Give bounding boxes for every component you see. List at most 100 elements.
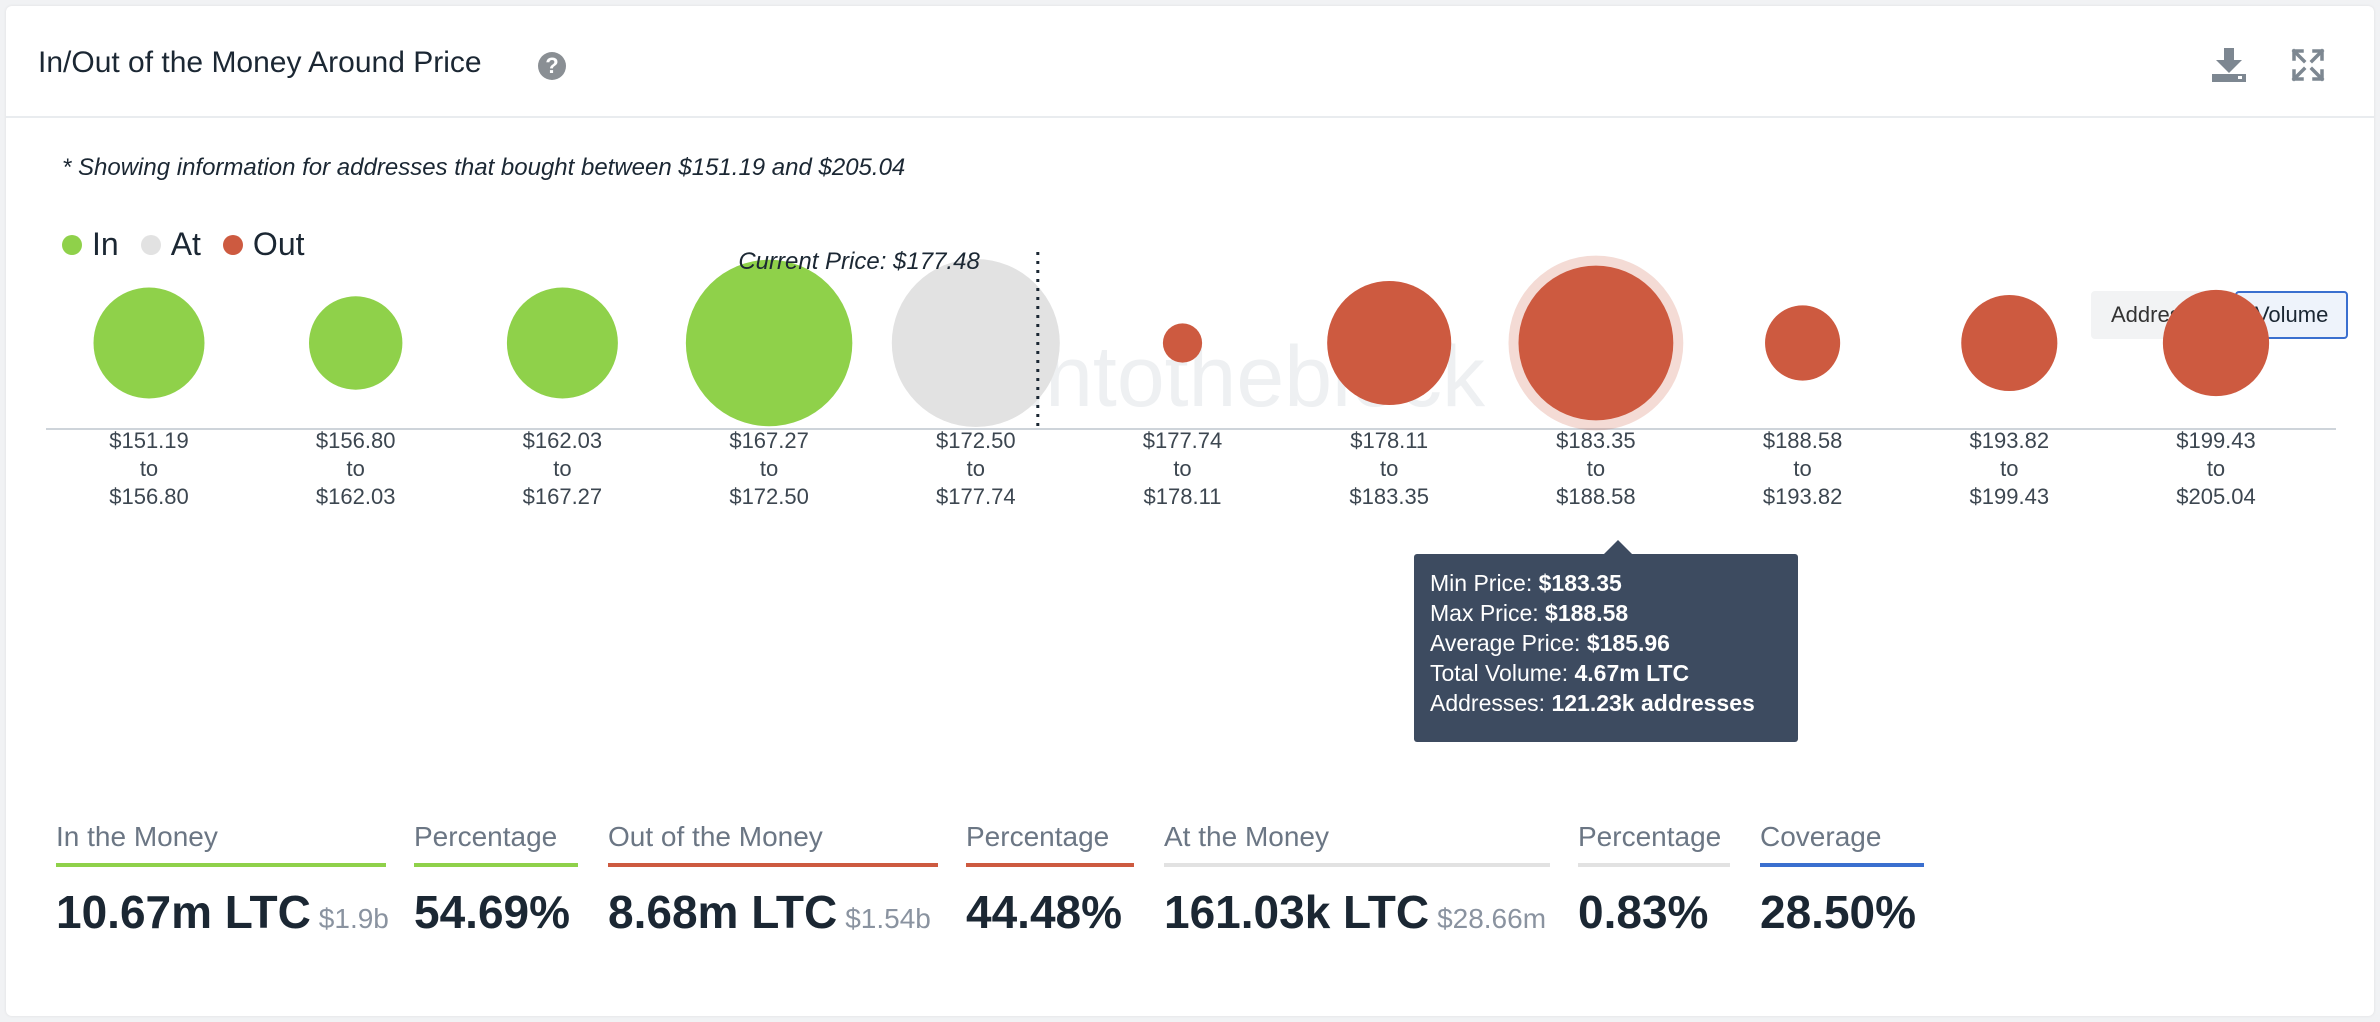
bubble-out[interactable]: [1765, 305, 1841, 381]
legend: In At Out: [62, 226, 305, 263]
stat-value: 0.83%: [1578, 886, 1709, 938]
download-icon[interactable]: [2210, 46, 2248, 84]
stat-label: At the Money: [1164, 821, 1550, 867]
bubble-in[interactable]: [308, 296, 403, 390]
card-title: In/Out of the Money Around Price: [38, 46, 482, 79]
price-range-line: $183.35: [1556, 428, 1636, 453]
price-range-line: $188.58: [1763, 428, 1843, 453]
summary-stats: In the Money 10.67m LTC $1.9b Percentage …: [6, 821, 2374, 971]
price-range-line: $188.58: [1556, 484, 1636, 509]
price-range-label: $199.43 to $205.04: [2176, 428, 2256, 509]
expand-icon[interactable]: [2289, 46, 2327, 84]
price-range-line: $178.11: [1350, 428, 1428, 453]
bubble-out[interactable]: [1162, 323, 1203, 363]
tooltip-row-total-volume: Total Volume: 4.67m LTC: [1430, 660, 1690, 686]
legend-dot-in: [62, 234, 82, 255]
stat-in-percentage: Percentage 54.69%: [414, 821, 578, 939]
legend-dot-at: [140, 234, 161, 255]
price-range-line: $177.74: [936, 484, 1016, 509]
price-range-line: to: [2000, 456, 2018, 481]
price-range-label: $151.19 to $156.80: [109, 428, 189, 509]
stat-value: 8.68m LTC $1.54b: [608, 886, 931, 938]
price-range-line: to: [140, 456, 158, 481]
price-range-label: $177.74 to $178.11: [1143, 428, 1223, 509]
stat-label: Out of the Money: [608, 821, 938, 867]
price-range-line: $199.43: [2176, 428, 2256, 453]
current-price-label: Current Price: $177.48: [738, 248, 980, 275]
expand-icon-glyph: [2291, 48, 2325, 82]
tooltip-row-addresses: Addresses: 121.23k addresses: [1430, 690, 1755, 716]
legend-item-at[interactable]: At: [140, 226, 201, 263]
legend-label-out: Out: [252, 226, 305, 262]
price-range-line: $167.27: [729, 428, 809, 453]
stat-value: 161.03k LTC $28.66m: [1164, 886, 1547, 938]
stat-value: 44.48%: [966, 886, 1123, 938]
price-range-label: $172.50 to $177.74: [936, 428, 1016, 509]
stat-usd-value: $28.66m: [1437, 903, 1547, 934]
stat-usd-value: $1.9b: [318, 903, 389, 934]
price-range-line: $193.82: [1970, 428, 2050, 453]
legend-dot-out: [222, 234, 243, 255]
bubble-out[interactable]: [1327, 280, 1452, 406]
price-range-line: to: [2207, 456, 2225, 481]
price-range-line: to: [1793, 456, 1811, 481]
stat-label: Percentage: [414, 821, 578, 867]
bubble-out[interactable]: [1961, 294, 2058, 392]
price-range-line: $193.82: [1763, 484, 1843, 509]
price-range-line: to: [760, 456, 778, 481]
download-icon-glyph: [2212, 48, 2246, 82]
card-header: In/Out of the Money Around Price ?: [6, 6, 2374, 118]
price-range-label: $183.35 to $188.58: [1556, 428, 1636, 509]
stat-label: In the Money: [56, 821, 386, 867]
price-range-label: $178.11 to $183.35: [1349, 428, 1429, 509]
price-range-line: to: [1587, 456, 1605, 481]
price-range-label: $193.82 to $199.43: [1970, 428, 2050, 509]
bubble-in[interactable]: [506, 287, 618, 399]
price-range-line: $167.27: [523, 484, 603, 509]
tooltip-row-max-price: Max Price: $188.58: [1430, 600, 1629, 626]
price-range-line: $177.74: [1143, 428, 1223, 453]
stat-coverage: Coverage 28.50%: [1760, 821, 1924, 939]
price-range-line: $156.80: [109, 484, 189, 509]
price-range-label: $162.03 to $167.27: [523, 428, 603, 509]
stat-at-percentage: Percentage 0.83%: [1578, 821, 1730, 939]
bubble-in[interactable]: [685, 259, 853, 427]
price-range-line: $172.50: [936, 428, 1016, 453]
price-range-line: to: [1173, 456, 1191, 481]
stat-out-percentage: Percentage 44.48%: [966, 821, 1134, 939]
bubble-out[interactable]: [2162, 289, 2270, 397]
legend-item-in[interactable]: In: [62, 226, 119, 263]
bubble-in[interactable]: [93, 287, 205, 399]
price-range-label: $156.80 to $162.03: [316, 428, 396, 509]
iomap-card: In/Out of the Money Around Price ? * Sho…: [6, 6, 2374, 1016]
bubble-tooltip: Min Price: $183.35 Max Price: $188.58 Av…: [1414, 540, 1798, 742]
price-range-label: $188.58 to $193.82: [1763, 428, 1843, 509]
tooltip-row-avg-price: Average Price: $185.96: [1430, 630, 1670, 656]
question-circle-icon[interactable]: ?: [538, 52, 566, 80]
price-range-line: $151.19: [109, 428, 189, 453]
bubble-out[interactable]: [1518, 265, 1674, 421]
bubble-chart: intotheblock$151.19 to $156.80$156.80 to $16…: [46, 248, 2336, 509]
stat-value: 10.67m LTC $1.9b: [56, 886, 389, 938]
stat-at-the-money: At the Money 161.03k LTC $28.66m: [1164, 821, 1550, 939]
tooltip-row-min-price: Min Price: $183.35: [1430, 570, 1622, 596]
stat-value: 28.50%: [1760, 886, 1917, 938]
stat-label: Percentage: [1578, 821, 1730, 867]
price-range-line: $172.50: [729, 484, 809, 509]
legend-label-in: In: [92, 226, 119, 262]
stat-in-the-money: In the Money 10.67m LTC $1.9b: [56, 821, 389, 939]
stat-out-of-the-money: Out of the Money 8.68m LTC $1.54b: [608, 821, 938, 939]
price-range-line: to: [967, 456, 985, 481]
price-range-line: $156.80: [316, 428, 396, 453]
bubble-at[interactable]: [891, 259, 1060, 427]
price-range-line: $162.03: [523, 428, 603, 453]
legend-item-out[interactable]: Out: [222, 226, 305, 263]
price-range-line: $183.35: [1349, 484, 1429, 509]
tooltip-arrow: [1604, 540, 1632, 554]
price-range-line: $205.04: [2176, 484, 2256, 509]
price-range-line: $199.43: [1970, 484, 2050, 509]
price-range-label: $167.27 to $172.50: [729, 428, 809, 509]
price-range-line: to: [347, 456, 365, 481]
stat-value: 54.69%: [414, 886, 571, 938]
stat-label: Coverage: [1760, 821, 1924, 867]
